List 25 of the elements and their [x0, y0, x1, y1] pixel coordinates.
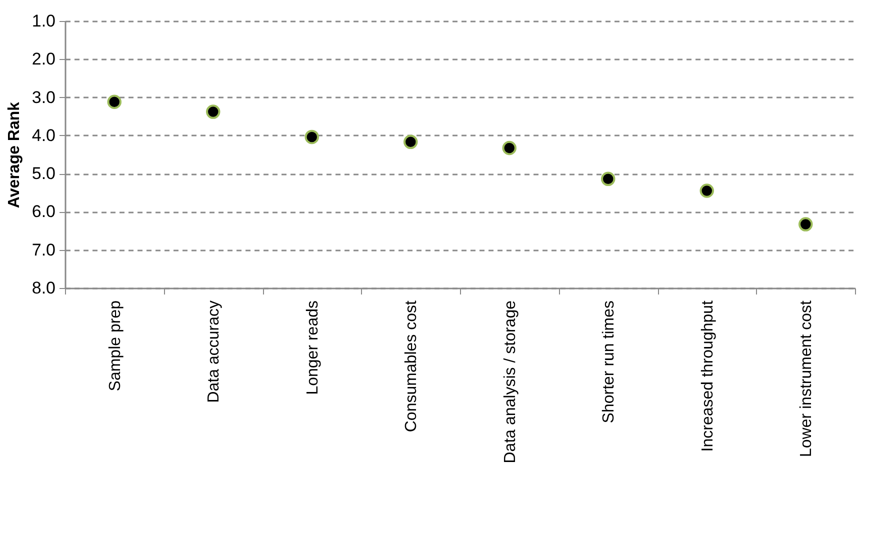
y-tick-label: 6.0: [32, 202, 56, 222]
point: [107, 94, 122, 109]
y-tick-label: 8.0: [32, 278, 56, 298]
y-tick-label: 1.0: [32, 12, 56, 30]
x-tick-label: Sample prep: [106, 300, 124, 392]
x-tick-label: Increased throughput: [699, 300, 716, 452]
x-tick-label: Shorter run times: [600, 300, 618, 424]
point: [502, 140, 516, 156]
y-tick-label: 3.0: [32, 88, 56, 107]
point: [304, 130, 319, 144]
y-axis-title: Average Rank: [6, 102, 23, 208]
x-tick-label: Lower instrument cost: [798, 300, 816, 458]
point: [601, 172, 616, 186]
point: [700, 184, 714, 198]
point: [404, 134, 418, 150]
x-tick-label: Data analysis / storage: [502, 300, 519, 464]
y-tick-label: 2.0: [32, 50, 56, 69]
point: [206, 104, 220, 119]
y-tick-label: 5.0: [32, 164, 56, 184]
y-tick-label: 7.0: [32, 240, 56, 260]
x-tick-label: Consumables cost: [403, 300, 420, 432]
y-tick-label: 4.0: [32, 126, 56, 145]
x-tick-label: Longer reads: [304, 300, 322, 395]
x-tick-label: Data accuracy: [206, 300, 223, 403]
point: [798, 217, 813, 232]
